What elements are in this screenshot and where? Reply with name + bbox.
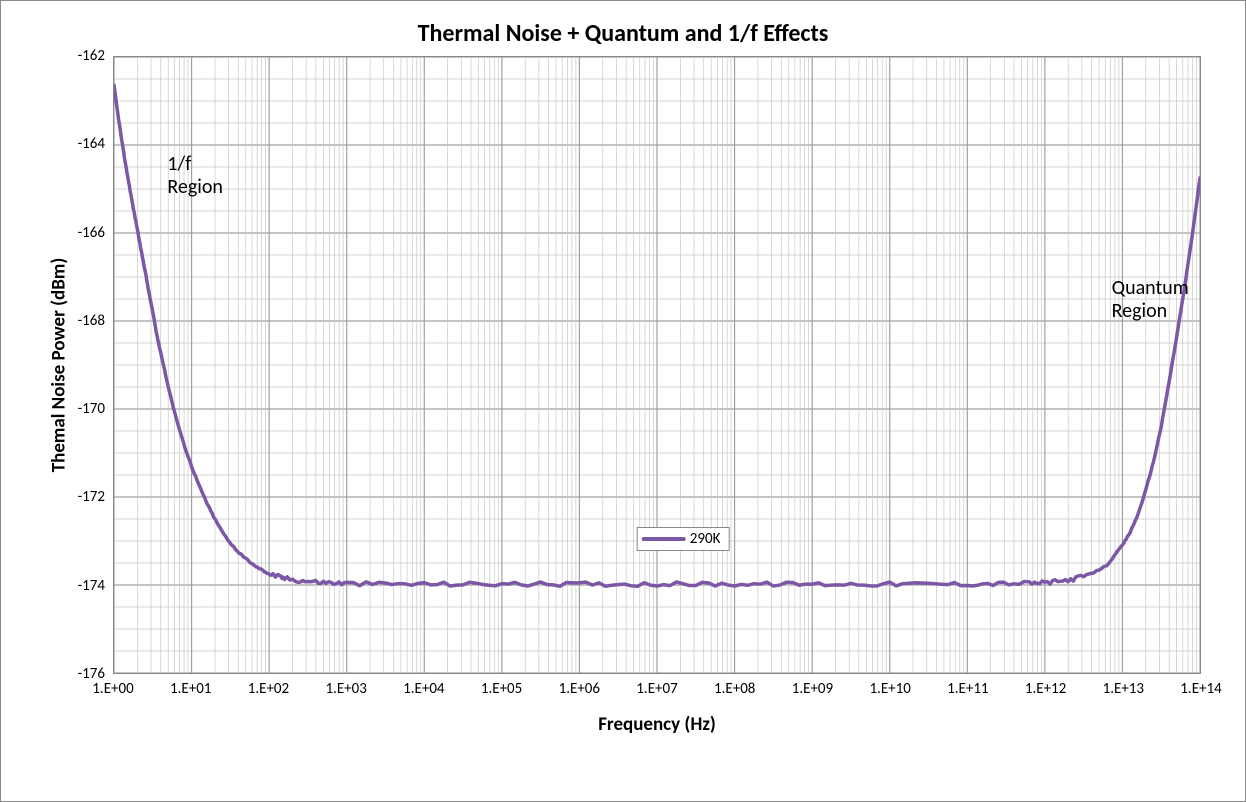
x-tick-label: 1.E+13 — [1103, 680, 1144, 698]
x-tick-label: 1.E+07 — [636, 680, 677, 698]
x-axis-label: Frequency (Hz) — [113, 713, 1201, 736]
x-tick-label: 1.E+09 — [792, 680, 833, 698]
x-tick-label: 1.E+02 — [248, 680, 289, 698]
x-tick-label: 1.E+11 — [947, 680, 988, 698]
chart-area: Themal Noise Power (dBm) Frequency (Hz) … — [113, 56, 1201, 674]
annotation: 1/f Region — [167, 153, 223, 199]
chart-title: Thermal Noise + Quantum and 1/f Effects — [15, 19, 1231, 48]
plot-svg — [114, 57, 1200, 673]
annotation: Quantum Region — [1112, 277, 1189, 323]
y-tick-label: -170 — [57, 400, 105, 418]
x-tick-label: 1.E+08 — [714, 680, 755, 698]
chart-frame: Thermal Noise + Quantum and 1/f Effects … — [0, 0, 1246, 802]
x-tick-label: 1.E+10 — [869, 680, 910, 698]
x-tick-label: 1.E+00 — [92, 680, 133, 698]
x-tick-label: 1.E+01 — [170, 680, 211, 698]
x-tick-label: 1.E+03 — [325, 680, 366, 698]
plot-box — [113, 56, 1201, 674]
legend: 290K — [637, 527, 730, 551]
x-tick-label: 1.E+05 — [481, 680, 522, 698]
legend-label: 290K — [690, 530, 721, 548]
x-tick-label: 1.E+06 — [559, 680, 600, 698]
y-tick-label: -164 — [57, 135, 105, 153]
y-tick-label: -168 — [57, 312, 105, 330]
x-tick-label: 1.E+14 — [1180, 680, 1221, 698]
y-tick-label: -166 — [57, 224, 105, 242]
legend-swatch — [642, 537, 686, 541]
y-tick-label: -162 — [57, 47, 105, 65]
x-tick-label: 1.E+12 — [1025, 680, 1066, 698]
y-tick-label: -172 — [57, 488, 105, 506]
x-tick-label: 1.E+04 — [403, 680, 444, 698]
y-tick-label: -174 — [57, 577, 105, 595]
